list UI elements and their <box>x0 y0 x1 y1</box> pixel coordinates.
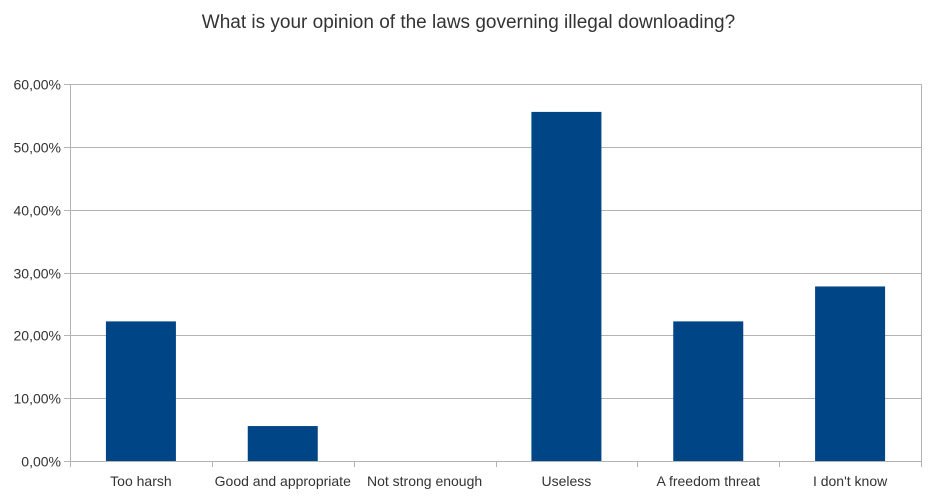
x-tick-label: Not strong enough <box>367 473 482 489</box>
y-tick-label: 40,00% <box>14 203 61 219</box>
bar <box>531 111 602 461</box>
tick-labels: 0,00% 10,00% 20,00% 30,00% 40,00% 50,00% 60,00… <box>14 77 889 490</box>
x-tick-label: I don't know <box>813 473 888 489</box>
x-tick-label: A freedom threat <box>656 473 760 489</box>
x-tick-label: Good and appropriate <box>215 473 351 489</box>
y-tick-label: 60,00% <box>14 77 61 93</box>
bar <box>673 321 744 461</box>
x-tick-label: Useless <box>542 473 592 489</box>
bars <box>105 111 886 461</box>
bar <box>247 426 318 461</box>
bar <box>815 286 886 461</box>
gridlines <box>64 84 921 462</box>
y-tick-label: 30,00% <box>14 266 61 282</box>
bar <box>105 321 176 461</box>
axes <box>70 84 922 467</box>
chart-title: What is your opinion of the laws governi… <box>201 12 736 33</box>
y-tick-label: 0,00% <box>21 454 61 470</box>
y-tick-label: 20,00% <box>14 328 61 344</box>
y-tick-label: 10,00% <box>14 391 61 407</box>
x-tick-label: Too harsh <box>110 473 171 489</box>
y-tick-label: 50,00% <box>14 140 61 156</box>
